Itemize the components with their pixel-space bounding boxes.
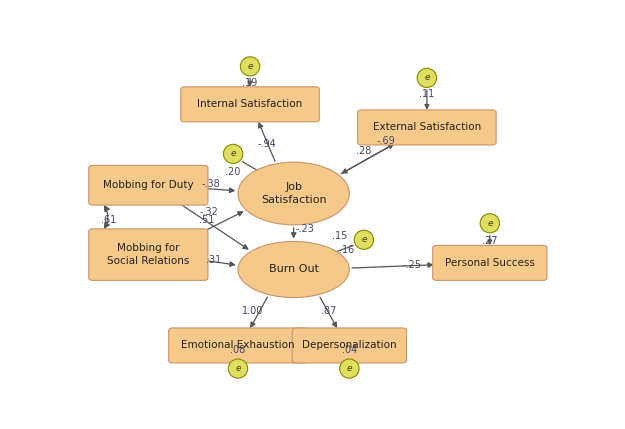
Text: Burn Out: Burn Out — [269, 265, 319, 275]
Text: Personal Success: Personal Success — [445, 258, 535, 268]
Text: .11: .11 — [419, 89, 434, 100]
Text: -.32: -.32 — [199, 207, 218, 217]
Text: e: e — [231, 149, 236, 158]
Text: e: e — [235, 364, 241, 373]
Ellipse shape — [228, 359, 248, 378]
Ellipse shape — [241, 57, 260, 76]
FancyBboxPatch shape — [89, 166, 208, 205]
Ellipse shape — [224, 144, 243, 163]
FancyBboxPatch shape — [292, 328, 406, 363]
Text: -.25: -.25 — [403, 260, 422, 269]
Text: .19: .19 — [242, 78, 258, 88]
Text: e: e — [347, 364, 352, 373]
Text: Job
Satisfaction: Job Satisfaction — [261, 182, 326, 205]
FancyBboxPatch shape — [432, 245, 547, 281]
Text: Emotional Exhaustion: Emotional Exhaustion — [181, 341, 295, 350]
Text: e: e — [248, 62, 253, 71]
Ellipse shape — [354, 230, 374, 249]
Ellipse shape — [340, 359, 359, 378]
FancyBboxPatch shape — [357, 110, 496, 145]
Text: .04: .04 — [342, 345, 357, 356]
Text: e: e — [487, 219, 492, 228]
FancyBboxPatch shape — [181, 87, 319, 122]
Text: .27: .27 — [482, 236, 498, 246]
Text: 1.00: 1.00 — [242, 306, 263, 316]
Ellipse shape — [418, 68, 436, 88]
Text: External Satisfaction: External Satisfaction — [372, 122, 481, 133]
Text: .87: .87 — [321, 306, 337, 316]
Text: .20: .20 — [226, 167, 241, 177]
Text: -.94: -.94 — [258, 139, 276, 149]
Text: .28: .28 — [356, 145, 372, 156]
Text: e: e — [424, 73, 429, 82]
FancyBboxPatch shape — [89, 229, 208, 281]
Text: .15: .15 — [332, 232, 348, 242]
FancyBboxPatch shape — [169, 328, 308, 363]
Text: .51: .51 — [199, 215, 214, 225]
Text: .31: .31 — [206, 254, 221, 265]
Text: .08: .08 — [231, 345, 246, 356]
Text: -.69: -.69 — [377, 136, 396, 146]
Text: e: e — [361, 235, 367, 244]
Text: .16: .16 — [339, 245, 354, 255]
Text: -.23: -.23 — [296, 224, 314, 234]
Ellipse shape — [238, 242, 349, 298]
Text: Depersonalization: Depersonalization — [302, 341, 397, 350]
Text: Internal Satisfaction: Internal Satisfaction — [198, 100, 302, 109]
Text: Mobbing for Duty: Mobbing for Duty — [103, 180, 194, 190]
Text: Mobbing for
Social Relations: Mobbing for Social Relations — [107, 243, 189, 266]
Ellipse shape — [480, 214, 499, 233]
Text: .61: .61 — [101, 215, 116, 225]
Text: -.38: -.38 — [202, 178, 221, 189]
Ellipse shape — [238, 162, 349, 225]
